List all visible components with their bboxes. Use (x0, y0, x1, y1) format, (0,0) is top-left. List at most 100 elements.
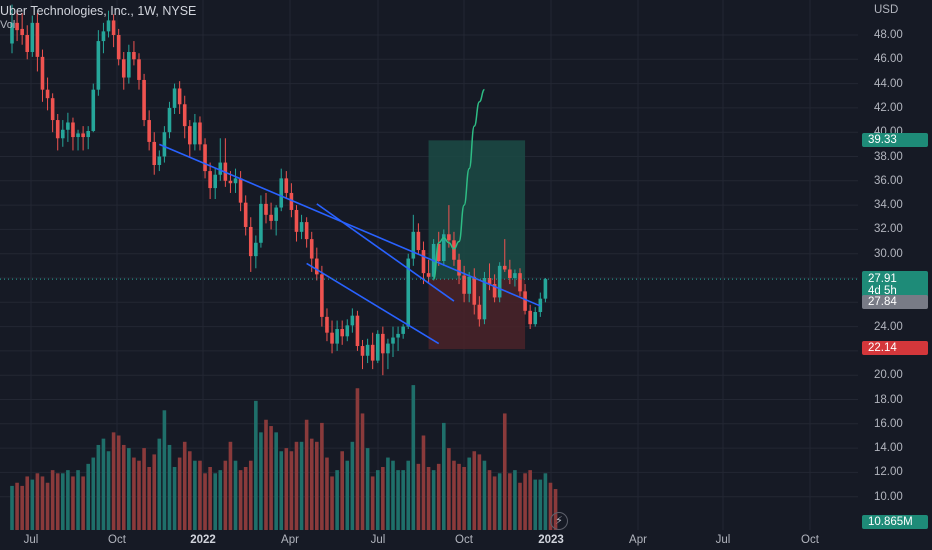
candle-body (304, 222, 309, 240)
candle-body (147, 120, 151, 142)
candle-body (264, 203, 268, 215)
volume-bar (467, 457, 471, 530)
trendline (316, 203, 455, 302)
candle-body (416, 231, 421, 251)
candle-body (406, 258, 411, 327)
candle-body (447, 234, 451, 241)
candle-body (142, 79, 146, 121)
candle-body (350, 315, 355, 326)
candle-body (203, 144, 207, 172)
volume-bar (396, 470, 400, 530)
candle-body (309, 239, 314, 259)
volume-bar (228, 441, 233, 530)
volume-bar (548, 482, 553, 530)
time-tick-label: Apr (281, 534, 299, 546)
candle-body (330, 332, 334, 344)
volume-bar (447, 448, 451, 530)
volume-bar (279, 451, 284, 530)
candle-body (528, 310, 532, 325)
volume-bar (502, 413, 507, 530)
projection-path[interactable] (432, 88, 485, 280)
volume-bar (553, 489, 558, 530)
volume-bar (360, 413, 365, 530)
volume-bar (81, 476, 85, 530)
volume-legend-label: Vol (0, 19, 16, 31)
volume-bar (497, 473, 502, 530)
candle-body (177, 88, 182, 105)
trendline (306, 262, 440, 345)
candle-body (462, 275, 466, 294)
volume-bar (274, 432, 278, 530)
volume-bar (35, 473, 40, 530)
candle-body (15, 22, 19, 31)
candle-body (335, 329, 339, 344)
candle-body (269, 214, 273, 221)
current-price-tag: 27.91 4d 5h (862, 271, 928, 299)
candle-body (101, 31, 106, 42)
volume-bar (152, 454, 157, 530)
volume-bar (182, 441, 187, 530)
volume-bar (284, 448, 289, 530)
volume-bar (355, 388, 360, 530)
price-axis[interactable]: USD 10.0012.0014.0016.0018.0020.0022.002… (858, 0, 932, 550)
candle-body (340, 329, 344, 337)
volume-bar (482, 460, 487, 530)
candle-body (121, 59, 126, 78)
volume-bar (177, 457, 182, 530)
volume-bar (421, 435, 426, 530)
volume-bar (193, 460, 197, 530)
volume-bar (213, 473, 217, 530)
volume-bar (391, 460, 395, 530)
volume-bar (25, 476, 30, 530)
volume-bar (325, 457, 329, 530)
projection-curve (432, 88, 485, 280)
price-tick-label: 44.00 (874, 77, 903, 90)
candle-body (188, 126, 192, 145)
currency-label[interactable]: USD (874, 4, 899, 16)
volume-bar (66, 470, 70, 530)
price-tick-label: 20.00 (874, 369, 903, 382)
volume-bar (101, 438, 106, 530)
price-tick-label: 38.00 (874, 150, 903, 163)
candle-body (325, 316, 329, 333)
bar-countdown: 4d 5h (868, 285, 897, 297)
price-tick-label: 18.00 (874, 393, 903, 406)
volume-bar (106, 451, 111, 530)
candle-body (132, 52, 136, 60)
volume-bar (309, 438, 314, 530)
price-tick-label: 12.00 (874, 466, 903, 479)
candle-body (243, 202, 248, 227)
candle-body (55, 120, 60, 139)
candle-body (492, 284, 497, 298)
candle-body (162, 132, 167, 157)
volume-bar (345, 460, 350, 530)
candle-body (345, 325, 350, 337)
candle-body (472, 276, 477, 305)
volume-bar (248, 460, 253, 530)
candle-body (213, 174, 217, 189)
candle-body (426, 273, 431, 277)
volume-bar (172, 467, 177, 530)
volume-bar (147, 467, 151, 530)
volume-bar (86, 463, 90, 530)
candle-body (137, 59, 141, 80)
volume-bar (116, 435, 121, 530)
candle-body (497, 265, 502, 298)
volume-bar (330, 476, 334, 530)
lightning-bolt-icon[interactable]: ⚡ (550, 512, 568, 530)
price-tick-label: 30.00 (874, 247, 903, 260)
volume-bar (45, 482, 50, 530)
price-tick-label: 42.00 (874, 101, 903, 114)
price-tick-label: 34.00 (874, 199, 903, 212)
volume-bar (508, 473, 512, 530)
candle-body (386, 343, 390, 354)
symbol-title[interactable]: Uber Technologies, Inc., 1W, NYSE (0, 4, 197, 18)
volume-bar (218, 470, 223, 530)
volume-bar (431, 470, 436, 530)
price-tick-label: 16.00 (874, 417, 903, 430)
volume-bar (426, 467, 431, 530)
candle-body (452, 240, 456, 260)
candle-body (248, 226, 253, 257)
candle-body (421, 250, 426, 274)
